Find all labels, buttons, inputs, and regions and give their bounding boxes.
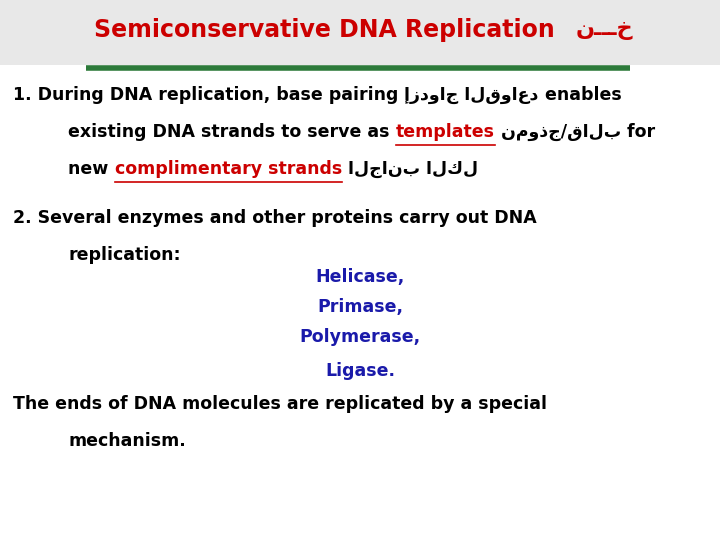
Text: Semiconservative DNA Replication: Semiconservative DNA Replication [94,18,554,42]
Text: complimentary strands: complimentary strands [114,160,342,178]
Text: 2. Several enzymes and other proteins carry out DNA: 2. Several enzymes and other proteins ca… [13,210,536,227]
Text: نـــخ: نـــخ [576,19,634,40]
Text: Polymerase,: Polymerase, [300,328,420,346]
Text: نموذج/قالب: نموذج/قالب [495,123,621,141]
Text: Helicase,: Helicase, [315,268,405,286]
Text: 1. During DNA replication, base pairing: 1. During DNA replication, base pairing [13,86,405,104]
Text: new: new [68,160,114,178]
Text: الجانب الكل: الجانب الكل [342,160,478,178]
Text: replication:: replication: [68,246,181,264]
Text: for: for [621,123,655,141]
Text: The ends of DNA molecules are replicated by a special: The ends of DNA molecules are replicated… [13,395,547,413]
Text: existing DNA strands to serve as: existing DNA strands to serve as [68,123,396,141]
Text: Ligase.: Ligase. [325,362,395,380]
Text: Primase,: Primase, [317,298,403,316]
Text: mechanism.: mechanism. [68,432,186,450]
FancyBboxPatch shape [0,0,720,65]
Text: enables: enables [539,86,621,104]
Text: templates: templates [396,123,495,141]
Text: إزدواج القواعد: إزدواج القواعد [405,86,539,104]
